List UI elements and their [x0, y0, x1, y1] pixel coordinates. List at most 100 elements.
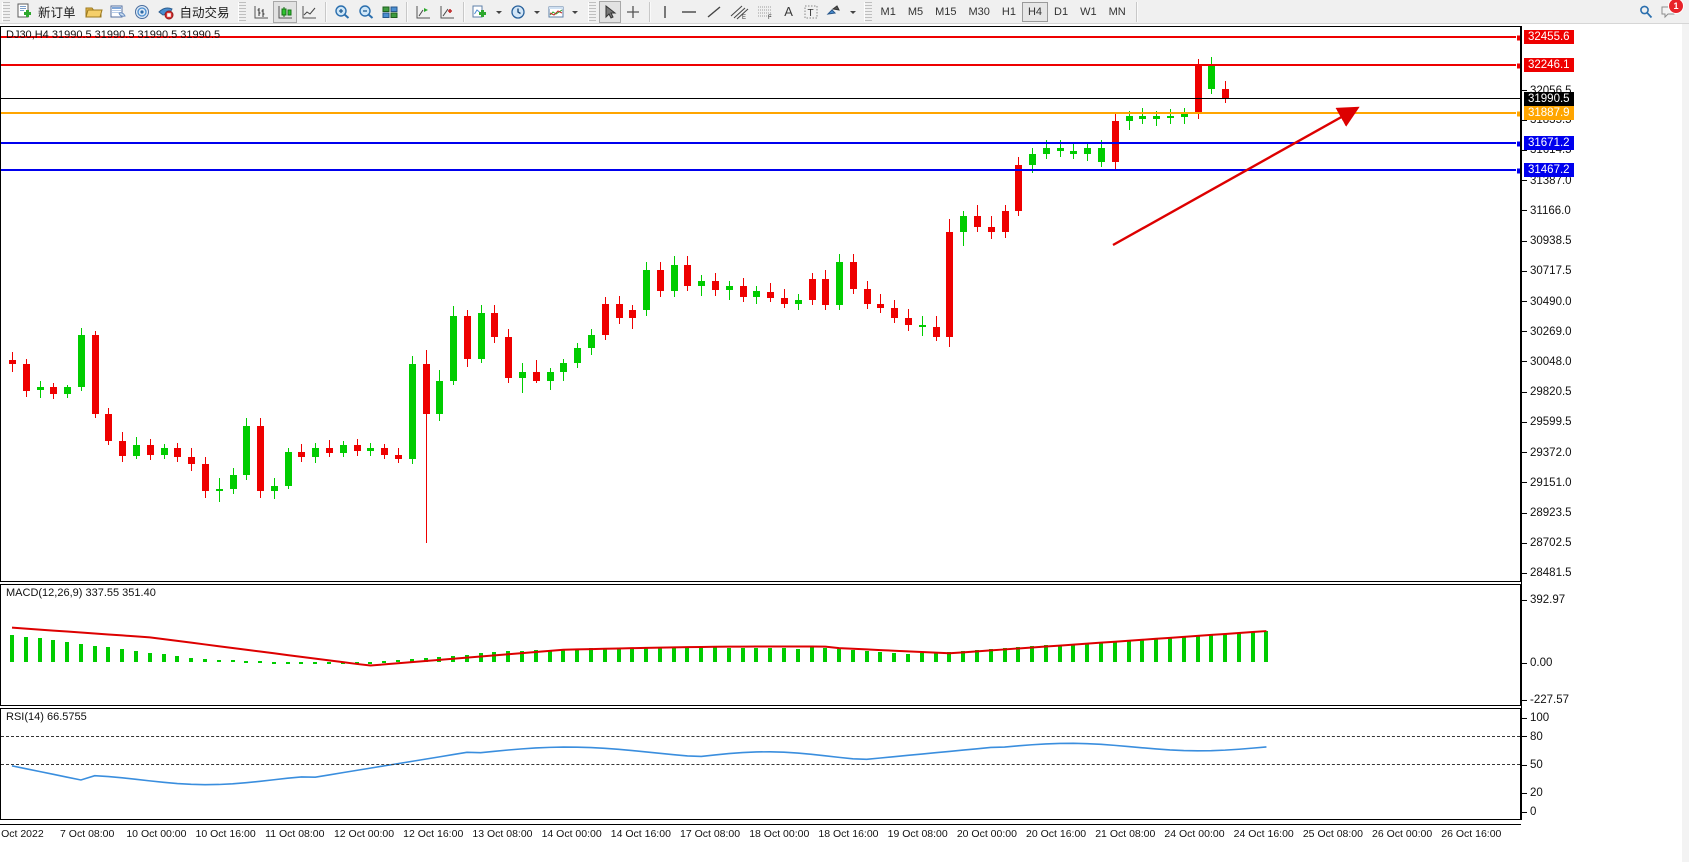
toolbar-grip-3[interactable] [587, 1, 596, 22]
candlestick [436, 369, 444, 422]
timeframe-w1-button[interactable]: W1 [1080, 5, 1097, 18]
candlestick [284, 448, 292, 489]
indicators-icon[interactable] [468, 1, 492, 23]
price-pane[interactable]: DJ30,H4 31990.5 31990.5 31990.5 31990.5 [0, 26, 1521, 582]
macd-histogram-bar [10, 634, 14, 663]
toolbar-grip-4[interactable] [863, 1, 872, 22]
price-tick: 30269.0 [1522, 326, 1572, 338]
price-axis[interactable]: 32056.5 31835.5 31614.5 31387.0 31166.0 30938… [1521, 26, 1689, 820]
shapes-icon[interactable] [822, 1, 846, 23]
price-tick: 30048.0 [1522, 356, 1572, 368]
timeframe-m1-button[interactable]: M1 [880, 5, 896, 18]
cursor-icon[interactable] [598, 0, 621, 23]
time-label: 13 Oct 08:00 [472, 828, 533, 840]
macd-histogram-bar [616, 647, 621, 663]
candlestick [1222, 80, 1230, 103]
macd-pane[interactable]: MACD(12,26,9) 337.55 351.40 [0, 584, 1521, 706]
candlestick [270, 477, 278, 500]
macd-histogram-bar [1181, 636, 1186, 663]
rsi-pane[interactable]: RSI(14) 66.5755 [0, 708, 1521, 820]
shapes-dropdown-icon[interactable] [846, 1, 860, 23]
chat-icon[interactable]: 1 [1657, 0, 1684, 23]
macd-histogram-bar [1016, 647, 1021, 663]
data-window-icon[interactable] [411, 1, 435, 23]
candlestick-chart-icon[interactable] [272, 0, 297, 23]
timeframe-m5-button[interactable]: M5 [907, 5, 924, 18]
timeframe-mn-button[interactable]: MN [1108, 5, 1126, 18]
level-handle[interactable] [1516, 140, 1520, 148]
equidistant-channel-icon[interactable]: E [726, 1, 752, 23]
vertical-scrollbar[interactable] [1682, 24, 1689, 862]
price-level-line[interactable] [1, 140, 1520, 148]
signals-icon[interactable] [130, 1, 154, 23]
timeframe-h4-button[interactable]: H4 [1021, 1, 1049, 22]
price-tag-entry[interactable]: 31887.9 [1524, 106, 1574, 121]
search-icon[interactable] [1635, 1, 1657, 23]
macd-histogram-bar [464, 655, 469, 663]
chart-area[interactable]: DJ30,H4 31990.5 31990.5 31990.5 31990.5 … [0, 24, 1689, 862]
hline-icon[interactable] [676, 1, 702, 23]
new-order-button[interactable] [13, 1, 36, 23]
price-level-line[interactable] [1, 98, 1520, 100]
periods-icon[interactable] [506, 1, 530, 23]
candlestick [312, 442, 320, 463]
crosshair-icon[interactable] [621, 1, 645, 23]
time-axis[interactable]: 6 Oct 2022 7 Oct 08:00 10 Oct 00:00 10 Oct … [0, 824, 1521, 847]
line-chart-icon[interactable] [297, 1, 321, 23]
macd-histogram-bar [961, 650, 966, 663]
toolbar-grip[interactable] [2, 1, 10, 22]
price-level-line[interactable] [1, 34, 1520, 42]
templates-dropdown-icon[interactable] [568, 1, 582, 23]
level-handle[interactable] [1516, 167, 1520, 175]
zoom-in-icon[interactable] [330, 1, 354, 23]
macd-histogram-bar [134, 650, 139, 663]
bar-chart-icon[interactable] [249, 1, 273, 23]
timeframe-m30-button[interactable]: M30 [968, 5, 990, 18]
macd-histogram-bar [947, 651, 952, 663]
vline-icon[interactable] [654, 1, 676, 23]
candlestick [22, 358, 30, 397]
candlestick [877, 294, 885, 314]
periods-dropdown-icon[interactable] [530, 1, 544, 23]
level-handle[interactable] [1516, 110, 1520, 118]
macd-histogram-bar [892, 652, 897, 663]
price-level-line[interactable] [1, 110, 1520, 118]
macd-tick: 0.00 [1522, 657, 1552, 669]
zoom-out-icon[interactable] [354, 1, 378, 23]
tile-windows-icon[interactable] [378, 1, 402, 23]
candlestick [394, 448, 402, 463]
macd-histogram-bar [974, 649, 979, 663]
timeframe-d1-button[interactable]: D1 [1054, 5, 1069, 18]
candlestick [712, 272, 720, 296]
candlestick [50, 383, 58, 400]
level-handle[interactable] [1516, 34, 1520, 42]
fibonacci-icon[interactable]: F [752, 1, 778, 23]
price-tag-current-price[interactable]: 31990.5 [1524, 92, 1574, 107]
macd-histogram-bar [299, 662, 304, 665]
macd-histogram-bar [520, 650, 525, 663]
text-icon[interactable]: A [784, 4, 793, 19]
price-level-line[interactable] [1, 167, 1520, 175]
level-handle[interactable] [1516, 62, 1520, 70]
rsi-label: RSI(14) 66.5755 [6, 711, 87, 723]
text-label-icon[interactable]: T [800, 1, 822, 23]
terminal-icon[interactable] [106, 1, 130, 23]
grid-icon[interactable] [435, 1, 459, 23]
timeframe-h1-button[interactable]: H1 [1001, 5, 1016, 18]
price-tag-resistance[interactable]: 32455.6 [1524, 29, 1574, 44]
indicators-dropdown-icon[interactable] [492, 1, 506, 23]
templates-icon[interactable] [544, 1, 568, 23]
trendline-icon[interactable] [702, 1, 726, 23]
timeframe-m15-button[interactable]: M15 [935, 5, 957, 18]
autotrading-icon[interactable] [154, 1, 178, 23]
price-tag-support[interactable]: 31671.2 [1524, 135, 1574, 150]
folder-icon[interactable] [82, 1, 106, 23]
macd-tick: 392.97 [1522, 594, 1565, 606]
price-tick: 28481.5 [1522, 567, 1572, 579]
price-tag-support[interactable]: 31467.2 [1524, 163, 1574, 178]
price-level-line[interactable] [1, 62, 1520, 70]
rsi-level-line [1, 764, 1520, 765]
price-tag-resistance[interactable]: 32246.1 [1524, 57, 1574, 72]
toolbar-grip-2[interactable] [237, 1, 246, 22]
candlestick [684, 256, 692, 292]
